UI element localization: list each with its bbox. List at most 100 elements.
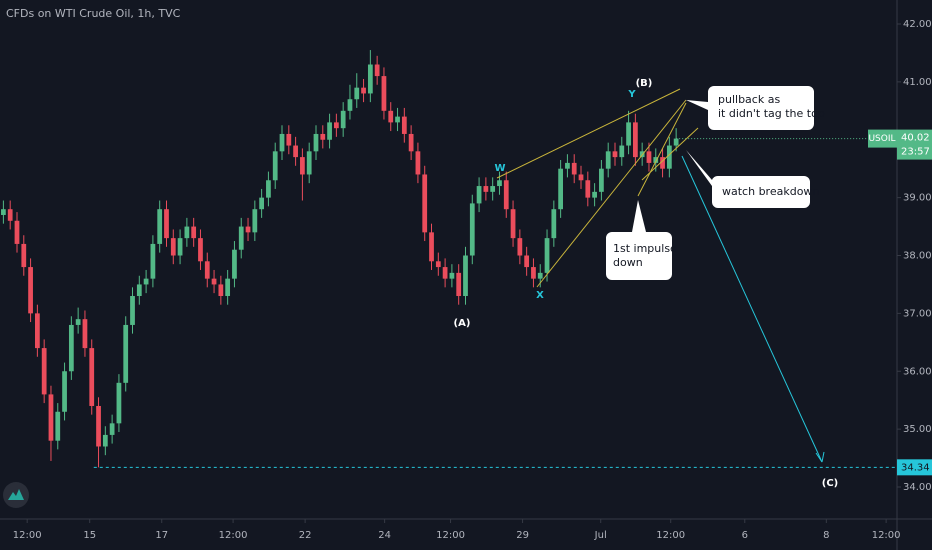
candle-body [259,197,265,210]
candle-body [48,394,54,441]
candle-body [21,243,27,268]
candle-body [469,203,475,256]
candle-body [347,99,353,111]
x-tick-label: 12:00 [436,530,465,541]
candle-body [333,122,339,129]
candle-body [619,145,625,158]
candle-body [388,110,394,123]
x-tick-label: 6 [742,530,748,541]
candle-body [592,191,597,198]
candle-body [116,382,122,424]
last-price-tag [897,129,932,160]
candle-body [422,174,428,233]
candle-body [55,411,61,441]
candle-body [537,272,543,279]
candles [1,50,679,468]
x-tick-label: 17 [155,530,168,541]
chart-title: CFDs on WTI Crude Oil, 1h, TVC [6,7,181,20]
candle-body [381,76,387,111]
candle-body [585,180,591,198]
candle-body [327,122,332,140]
candle-body [605,151,611,169]
candle-body [429,232,434,262]
candle-body [238,226,244,250]
candle-body [632,122,638,158]
x-tick-label: 24 [378,530,391,541]
candle-body [354,87,360,100]
candle-body [82,319,88,349]
y-tick-label: 39.00 [903,193,932,204]
candle-body [490,186,496,192]
trendline [641,127,699,181]
callout-box [686,86,814,130]
callout: watch breakdown [686,150,819,208]
callout-text: it didn't tag the top [718,107,825,120]
target-level-tag [897,459,932,476]
candle-body [123,324,129,383]
candle-body [401,116,407,134]
candle-body [531,267,536,279]
x-tick-label: 8 [823,530,829,541]
y-tick-label: 36.00 [903,366,932,377]
candle-body [68,324,74,372]
candle-body [232,249,237,279]
candle-body [626,122,631,146]
candle-body [395,116,400,123]
candle-body [225,278,231,297]
candle-body [109,423,115,435]
candle-body [164,209,169,239]
candle-body [320,133,326,140]
candle-body [14,220,20,244]
y-tick-label: 35.00 [903,424,932,435]
candle-body [599,168,604,192]
candle-body [435,261,441,268]
callout-box [606,200,672,280]
candle-body [653,157,659,163]
candle-body [28,267,33,314]
wave-label: Y [627,89,636,100]
arrow-line [681,155,823,463]
candle-body [415,151,421,175]
candle-body [245,226,251,233]
candle-body [198,238,203,262]
candle-body [408,133,414,152]
candle-body [660,157,665,169]
candle-body [272,151,278,181]
candle-body [449,272,455,279]
y-tick-label: 34.00 [903,482,932,493]
y-tick-label: 38.00 [903,251,932,262]
candle-body [503,180,509,210]
candle-body [150,243,156,279]
candle-body [524,255,530,268]
candle-body [483,186,489,192]
candle-body [75,319,81,325]
candle-body [442,267,448,279]
candle-body [102,434,108,447]
callout-text: down [613,256,643,269]
candle-body [96,405,101,447]
countdown-label: 23:57 [901,147,930,158]
candle-body [666,145,672,169]
x-tick-label: 15 [83,530,96,541]
candle-body [340,110,346,129]
candle-body [313,133,319,152]
callout-box [686,150,810,208]
trendline [637,102,687,197]
logo [3,482,29,508]
candle-body [143,278,149,285]
wave-label: W [494,163,505,174]
logo-mark [8,489,24,500]
wave-label: (C) [822,478,838,489]
candle-body [191,226,197,239]
candle-body [34,313,40,349]
candle-body [300,157,305,175]
wave-label: (B) [636,78,653,89]
candle-body [204,261,210,279]
trendlines [496,88,699,288]
x-tick-label: 29 [516,530,529,541]
candle-body [218,284,224,297]
projection-arrow [681,155,825,463]
candle-body [184,226,190,239]
